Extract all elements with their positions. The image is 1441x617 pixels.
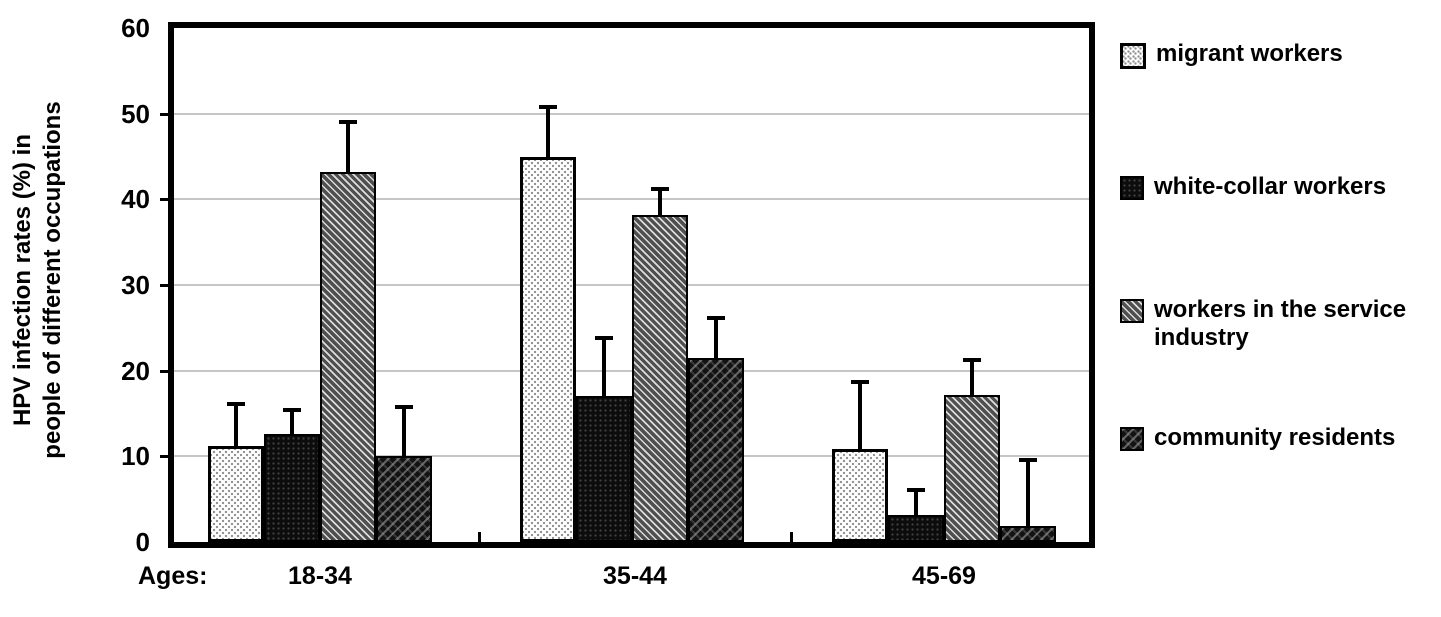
bar-migrant-workers-18-34 — [208, 446, 264, 542]
x-category-label-18-34: 18-34 — [288, 562, 352, 590]
y-tick-mark-40 — [160, 198, 169, 202]
gridline-40 — [174, 198, 1089, 201]
legend-item-community-residents: community residents — [1120, 424, 1434, 452]
error-bar-cap — [283, 407, 301, 412]
y-tick-label-50: 50 — [121, 98, 150, 129]
error-bar-cap — [707, 315, 725, 320]
plot-area — [168, 22, 1095, 548]
bar-workers-in-the-service-industry-18-34 — [320, 171, 376, 542]
x-axis-tick-1 — [790, 532, 793, 542]
error-bar-line — [602, 336, 606, 397]
y-tick-label-0: 0 — [135, 527, 150, 557]
y-tick-label-30: 30 — [121, 270, 150, 300]
gridline-30 — [174, 284, 1089, 286]
bar-community-residents-35-44 — [688, 357, 744, 542]
error-bar-cap — [339, 119, 357, 124]
error-bar-cap — [395, 404, 413, 409]
error-bar-cap — [595, 336, 613, 341]
x-category-label-45-69: 45-69 — [912, 562, 976, 590]
legend-label: community residents — [1154, 424, 1396, 451]
legend-label: white-collar workers — [1154, 173, 1387, 200]
legend-item-workers-in-the-service-industry: workers in the service industry — [1120, 296, 1434, 353]
bar-community-residents-45-69 — [1000, 525, 1056, 542]
error-bar-line — [658, 187, 662, 215]
error-bar-line — [290, 407, 294, 435]
bar-migrant-workers-35-44 — [520, 157, 576, 542]
community-residents-swatch-icon — [1120, 427, 1144, 451]
y-tick-mark-20 — [160, 369, 169, 373]
error-bar-cap — [651, 187, 669, 192]
legend-label: migrant workers — [1156, 40, 1343, 67]
y-tick-label-20: 20 — [121, 355, 150, 386]
bar-white-collar-workers-35-44 — [576, 396, 632, 542]
error-bar-line — [346, 119, 350, 172]
error-bar-cap — [1019, 458, 1037, 463]
error-bar-cap — [539, 105, 557, 110]
error-bar-line — [546, 105, 550, 158]
migrant-workers-swatch-icon — [1120, 43, 1146, 69]
error-bar-cap — [227, 402, 245, 407]
legend: migrant workers white-collar workers worke… — [1120, 0, 1441, 617]
error-bar-line — [858, 380, 862, 450]
bar-white-collar-workers-18-34 — [264, 434, 320, 542]
y-tick-label-60: 60 — [121, 13, 150, 43]
y-tick-mark-50 — [160, 112, 169, 116]
error-bar-cap — [907, 488, 925, 493]
gridline-20 — [174, 369, 1089, 372]
legend-label: workers in the service industry — [1154, 296, 1407, 352]
bar-workers-in-the-service-industry-45-69 — [944, 394, 1000, 542]
white-collar-workers-swatch-icon — [1120, 176, 1144, 200]
y-tick-label-40: 40 — [121, 184, 150, 215]
x-axis-tick-0 — [478, 532, 481, 542]
bar-community-residents-18-34 — [376, 456, 432, 542]
workers-in-the-service-industry-swatch-icon — [1120, 299, 1144, 323]
error-bar-cap — [963, 357, 981, 362]
y-tick-mark-10 — [160, 455, 169, 459]
error-bar-line — [970, 357, 974, 395]
legend-item-white-collar-workers: white-collar workers — [1120, 173, 1434, 201]
error-bar-line — [234, 402, 238, 447]
y-tick-mark-30 — [160, 284, 169, 287]
y-tick-label-10: 10 — [121, 441, 150, 472]
bar-workers-in-the-service-industry-35-44 — [632, 214, 688, 542]
bar-migrant-workers-45-69 — [832, 449, 888, 542]
legend-item-migrant-workers: migrant workers — [1120, 40, 1436, 69]
error-bar-cap — [851, 380, 869, 385]
x-category-label-35-44: 35-44 — [603, 562, 667, 590]
gridline-50 — [174, 112, 1089, 115]
error-bar-line — [714, 315, 718, 358]
y-axis-title: HPV infection rates (%) in people of dif… — [9, 101, 66, 459]
error-bar-line — [914, 488, 918, 516]
x-axis-prefix-label: Ages: — [138, 562, 208, 590]
error-bar-line — [1026, 458, 1030, 526]
error-bar-line — [402, 404, 406, 457]
bar-white-collar-workers-45-69 — [888, 515, 944, 542]
